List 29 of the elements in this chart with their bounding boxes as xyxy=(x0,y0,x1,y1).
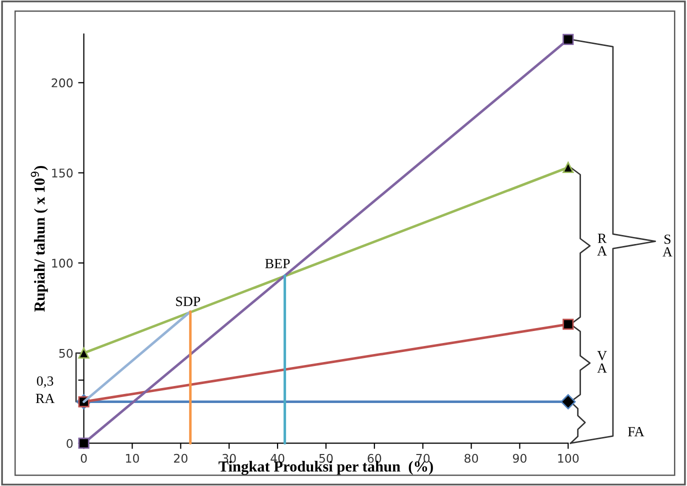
x-tick-label: 70 xyxy=(416,454,430,463)
text: FA xyxy=(628,427,644,436)
x-tick-label: 60 xyxy=(368,454,382,463)
x-tick-label: 100 xyxy=(558,454,579,463)
point xyxy=(78,438,90,449)
x-tick-label: 50 xyxy=(319,454,333,463)
y-tick-label: 200 xyxy=(52,78,73,88)
point xyxy=(562,34,574,45)
y-tick-label: 0 xyxy=(66,438,73,448)
annotation: BEP xyxy=(265,259,290,268)
y-tick-label: 100 xyxy=(52,258,73,268)
text: S A xyxy=(662,234,672,256)
text: 0,3 RA xyxy=(36,376,55,403)
annotation: SDP xyxy=(176,296,200,306)
x-tick-label: 0 xyxy=(80,454,87,463)
text: V A xyxy=(597,350,607,373)
x-tick-label: 10 xyxy=(126,454,139,463)
point xyxy=(562,318,574,330)
x-tick-label: 20 xyxy=(174,454,188,463)
text: R A xyxy=(597,234,607,256)
x-tick-label: 90 xyxy=(512,454,526,463)
point xyxy=(562,162,574,173)
y-tick-label: 50 xyxy=(59,348,73,358)
x-axis-title: Tingkat Produksi per tahun (%) xyxy=(218,460,433,475)
y-axis-title: Rupiah/ tahun ( x 10$^{9}$) xyxy=(30,166,48,312)
y-tick-label: 150 xyxy=(52,168,73,178)
x-tick-label: 80 xyxy=(464,454,478,463)
point xyxy=(560,394,576,410)
x-tick-label: 40 xyxy=(270,454,284,463)
